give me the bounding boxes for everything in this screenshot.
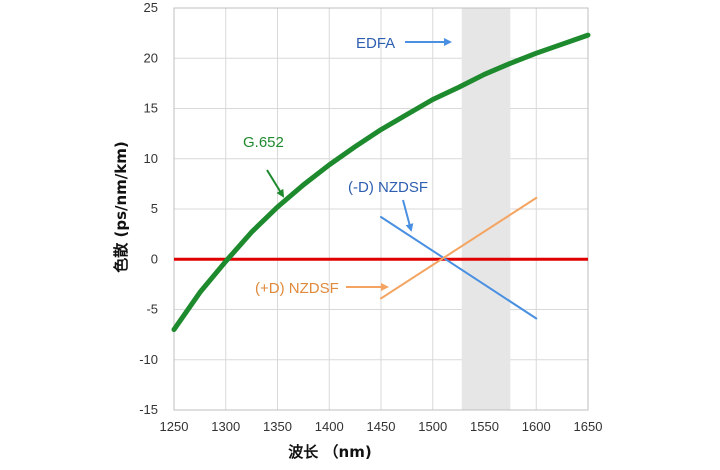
series-lines (171, 32, 591, 333)
x-tick-label: 1350 (263, 419, 292, 434)
y-tick-label: 5 (151, 201, 158, 216)
x-tick-label: 1250 (160, 419, 189, 434)
y-tick-label: 0 (151, 251, 158, 266)
series-line-pos-nzdsf (380, 196, 538, 300)
g652-arrow (266, 169, 285, 198)
annotations: EDFA G.652 (-D) NZDSF (+D) NZDSF (243, 35, 452, 297)
series-line-neg-nzdsf (380, 216, 538, 320)
y-axis-ticks: 25 20 15 10 5 0 -5 -10 -15 (139, 0, 158, 417)
y-tick-label: 20 (144, 50, 158, 65)
y-tick-label: -5 (146, 302, 158, 317)
y-tick-label: 15 (144, 101, 158, 116)
y-tick-label: 25 (144, 0, 158, 15)
g652-label: G.652 (243, 134, 284, 151)
y-tick-label: -15 (139, 402, 158, 417)
neg-nzdsf-arrow (402, 199, 414, 232)
x-tick-label: 1450 (367, 419, 396, 434)
x-tick-label: 1300 (211, 419, 240, 434)
x-axis-ticks: 1250 1300 1350 1400 1450 1500 1550 1600 1650 (160, 419, 603, 434)
x-tick-label: 1650 (574, 419, 603, 434)
y-axis-title: 色散 (ps/nm/km) (112, 141, 130, 272)
y-tick-label: 10 (144, 151, 158, 166)
neg-nzdsf-label: (-D) NZDSF (348, 179, 428, 196)
series-line-g652 (171, 32, 591, 333)
x-axis-title: 波长 （nm) (288, 443, 371, 461)
edfa-label: EDFA (356, 35, 395, 52)
y-tick-label: -10 (139, 352, 158, 367)
x-tick-label: 1400 (315, 419, 344, 434)
x-tick-label: 1500 (418, 419, 447, 434)
pos-nzdsf-label: (+D) NZDSF (255, 280, 339, 297)
plot-frame (173, 7, 589, 411)
x-tick-label: 1600 (522, 419, 551, 434)
x-tick-label: 1550 (470, 419, 499, 434)
grid (173, 7, 589, 411)
